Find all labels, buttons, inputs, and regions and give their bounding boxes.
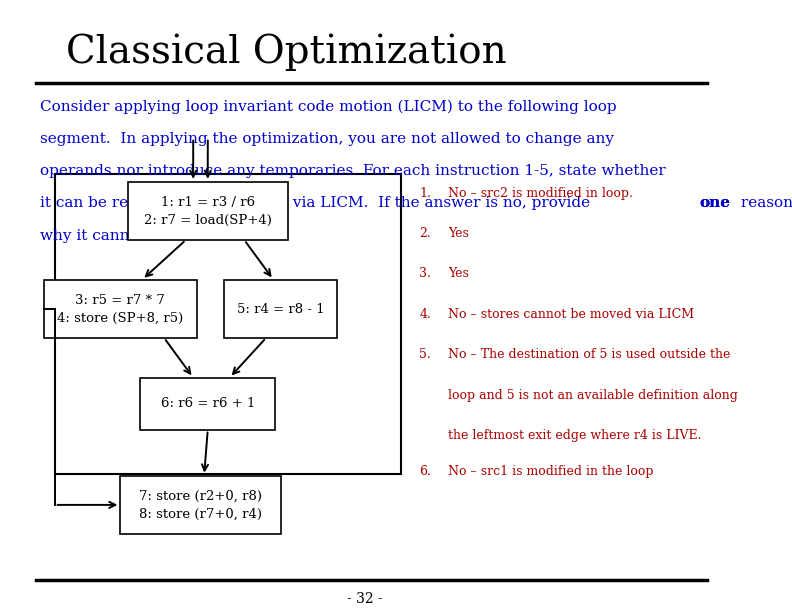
Text: No – stores cannot be moved via LICM: No – stores cannot be moved via LICM [448,308,695,321]
Text: operands nor introduce any temporaries. For each instruction 1-5, state whether: operands nor introduce any temporaries. … [40,164,666,178]
Text: one: one [699,196,730,211]
Text: 5.: 5. [419,348,431,361]
Text: 6.: 6. [419,465,431,479]
Bar [55,174,401,474]
Text: 5: r4 = r8 - 1: 5: r4 = r8 - 1 [237,302,325,316]
Bar [120,476,280,534]
Text: 2.: 2. [419,227,431,240]
Bar [128,182,288,241]
Text: Consider applying loop invariant code motion (LICM) to the following loop: Consider applying loop invariant code mo… [40,99,617,114]
Text: loop and 5 is not an available definition along: loop and 5 is not an available definitio… [448,389,738,401]
Text: No – The destination of 5 is used outside the: No – The destination of 5 is used outsid… [448,348,731,361]
Text: 3.: 3. [419,267,431,280]
Text: Yes: Yes [448,227,469,240]
Text: No – src2 is modified in loop.: No – src2 is modified in loop. [448,187,634,200]
Text: 1: r1 = r3 / r6
2: r7 = load(SP+4): 1: r1 = r3 / r6 2: r7 = load(SP+4) [144,196,272,226]
Text: No – src1 is modified in the loop: No – src1 is modified in the loop [448,465,654,479]
Text: 4.: 4. [419,308,431,321]
Text: segment.  In applying the optimization, you are not allowed to change any: segment. In applying the optimization, y… [40,132,614,146]
Bar [44,280,197,338]
Bar [224,280,337,338]
Text: - 32 -: - 32 - [347,592,383,606]
Text: 1.: 1. [419,187,431,200]
Text: reason: reason [736,196,792,211]
Text: why it cannot be hoisted.: why it cannot be hoisted. [40,229,234,243]
Text: 6: r6 = r6 + 1: 6: r6 = r6 + 1 [161,397,255,411]
Bar [140,378,275,430]
Text: it can be removed from the loop via LICM.  If the answer is no, provide: it can be removed from the loop via LICM… [40,196,595,211]
Text: 7: store (r2+0, r8)
8: store (r7+0, r4): 7: store (r2+0, r8) 8: store (r7+0, r4) [139,490,262,520]
Text: Classical Optimization: Classical Optimization [66,34,506,71]
Text: Yes: Yes [448,267,469,280]
Text: one: one [699,196,730,211]
Text: the leftmost exit edge where r4 is LIVE.: the leftmost exit edge where r4 is LIVE. [448,429,702,442]
Text: 3: r5 = r7 * 7
4: store (SP+8, r5): 3: r5 = r7 * 7 4: store (SP+8, r5) [57,294,184,324]
